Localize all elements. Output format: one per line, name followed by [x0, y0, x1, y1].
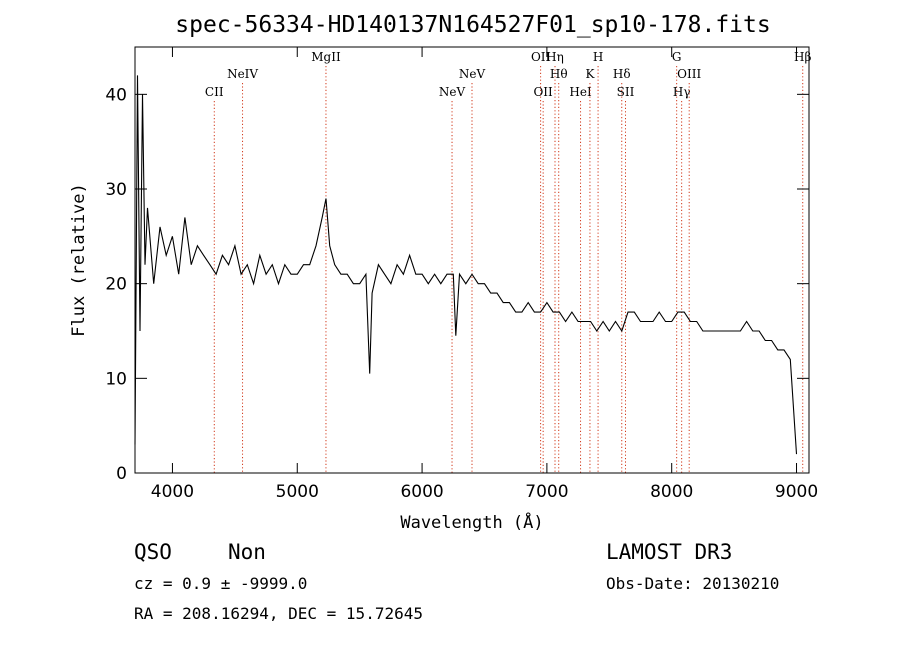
x-tick-label: 9000	[775, 482, 818, 502]
plot-frame	[134, 46, 810, 474]
line-marker-label: NeIV	[227, 67, 258, 81]
object-class: QSO	[134, 540, 172, 564]
line-marker-label: NeV	[459, 67, 486, 81]
line-marker-label: SII	[617, 85, 635, 99]
line-marker-label: K	[585, 67, 595, 81]
line-marker-label: OII	[533, 85, 553, 99]
redshift-text: cz = 0.9 ± -9999.0	[134, 574, 307, 593]
x-tick-label: 8000	[650, 482, 693, 502]
line-marker-label: NeV	[439, 85, 466, 99]
line-marker-label: Hβ	[794, 50, 811, 64]
line-marker-label: Hη	[546, 50, 564, 64]
x-tick-label: 7000	[525, 482, 568, 502]
coordinates-text: RA = 208.16294, DEC = 15.72645	[134, 604, 423, 623]
line-marker-label: CII	[205, 85, 224, 99]
x-axis-label: Wavelength (Å)	[400, 511, 543, 533]
line-marker-label: Hγ	[673, 85, 691, 99]
object-subclass: Non	[228, 540, 266, 564]
line-marker-label: Hθ	[550, 67, 568, 81]
y-tick-label: 30	[105, 180, 127, 200]
y-tick-label: 10	[105, 369, 127, 389]
line-marker-label: Hδ	[613, 67, 631, 81]
line-marker-label: G	[672, 50, 682, 64]
obs-date-text: Obs-Date: 20130210	[606, 574, 779, 593]
survey-name: LAMOST DR3	[606, 540, 732, 564]
line-marker-label: OII	[531, 50, 551, 64]
line-marker-label: MgII	[311, 50, 341, 64]
line-marker-label: HeI	[569, 85, 592, 99]
line-marker-label: H	[593, 50, 603, 64]
spectrum-line	[134, 75, 798, 455]
line-marker-label: OIII	[677, 67, 701, 81]
x-tick-label: 5000	[276, 482, 319, 502]
y-axis-label: Flux (relative)	[69, 183, 89, 337]
y-tick-label: 20	[105, 275, 127, 295]
y-tick-label: 40	[105, 85, 127, 105]
x-tick-label: 4000	[151, 482, 194, 502]
axis-ticks: 4000 5000 6000 7000 8000 9000 0 10 20 30 40	[105, 47, 818, 502]
x-tick-label: 6000	[400, 482, 443, 502]
line-markers: CIINeIVMgIINeVNeVOIIOIIHηHθHeIKHHδSIIGHγ…	[205, 50, 812, 473]
chart-title: spec-56334-HD140137N164527F01_sp10-178.f…	[175, 12, 770, 38]
y-tick-label: 0	[116, 464, 127, 484]
